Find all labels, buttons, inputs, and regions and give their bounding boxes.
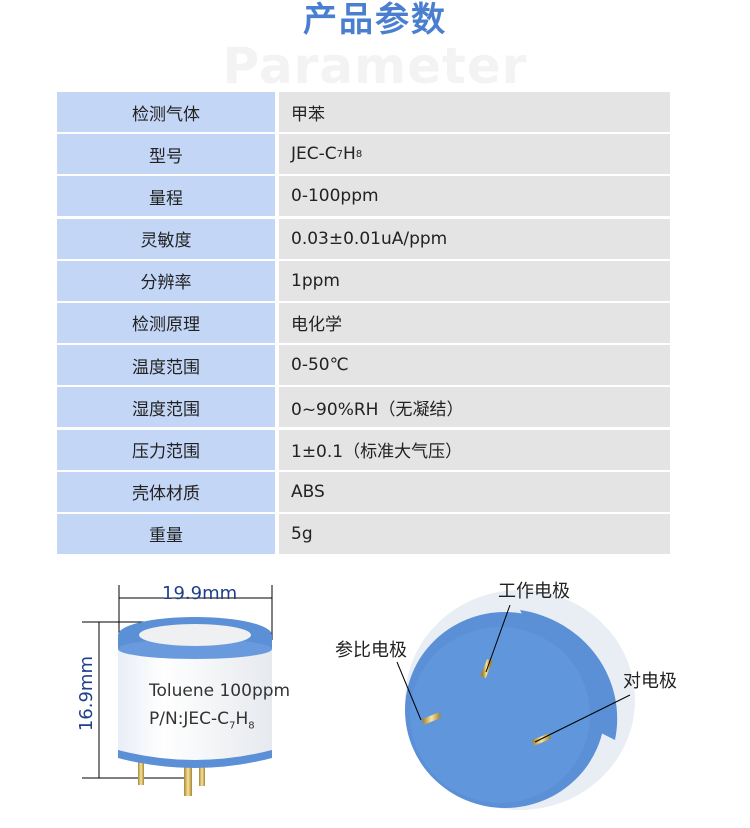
param-label: 压力范围 bbox=[57, 429, 275, 470]
param-table: 检测气体 甲苯 型号 JEC-C 7 H 8 量程 0-100ppm 灵敏度 0.03±0.01uA… bbox=[57, 92, 670, 556]
pn-sub2: 8 bbox=[248, 720, 255, 732]
sensor-diagram bbox=[82, 585, 635, 810]
param-label: 湿度范围 bbox=[57, 387, 275, 428]
param-value-text: 1ppm bbox=[291, 270, 340, 291]
pn-text: P/N:JEC-C bbox=[149, 709, 230, 729]
param-value: 1±0.1（标准大气压） bbox=[279, 429, 670, 470]
param-value: 0.03±0.01uA/ppm bbox=[279, 218, 670, 259]
sensor-label-pn: P/N:JEC-C7H8 bbox=[149, 708, 255, 737]
param-row: 压力范围 1±0.1（标准大气压） bbox=[57, 429, 670, 470]
param-value-text: 0-50℃ bbox=[291, 355, 349, 376]
reference-electrode-label: 参比电极 bbox=[335, 640, 407, 661]
subscript: 8 bbox=[355, 148, 363, 160]
pn-sub1: 7 bbox=[229, 720, 236, 732]
param-value-text: JEC-C bbox=[291, 144, 337, 165]
subscript: 7 bbox=[336, 148, 344, 160]
param-value-text: 0-100ppm bbox=[291, 186, 379, 207]
param-row: 湿度范围 0~90%RH（无凝结） bbox=[57, 387, 670, 428]
param-label: 壳体材质 bbox=[57, 471, 275, 512]
sensor-label-gas: Toluene 100ppm bbox=[149, 681, 291, 701]
sensor-front-view bbox=[82, 585, 273, 796]
param-label: 检测气体 bbox=[57, 92, 275, 132]
pn-mid: H bbox=[235, 709, 249, 729]
param-value: 0~90%RH（无凝结） bbox=[279, 387, 670, 428]
param-row: 壳体材质 ABS bbox=[57, 471, 670, 512]
param-value: JEC-C 7 H 8 bbox=[279, 134, 670, 175]
param-row: 温度范围 0-50℃ bbox=[57, 345, 670, 386]
working-electrode-label: 工作电极 bbox=[498, 581, 570, 602]
param-value: 5g bbox=[279, 513, 670, 554]
param-row: 灵敏度 0.03±0.01uA/ppm bbox=[57, 218, 670, 259]
param-label: 分辨率 bbox=[57, 260, 275, 301]
param-row: 型号 JEC-C 7 H 8 bbox=[57, 134, 670, 175]
param-value-mid: H bbox=[343, 144, 356, 165]
param-value: 0-100ppm bbox=[279, 176, 670, 217]
height-label: 16.9mm bbox=[76, 656, 97, 732]
param-value-text: ABS bbox=[291, 481, 325, 502]
page-title: 产品参数 bbox=[303, 0, 447, 40]
param-value: 0-50℃ bbox=[279, 345, 670, 386]
param-value-text: 0.03±0.01uA/ppm bbox=[291, 228, 448, 249]
param-row: 检测气体 甲苯 bbox=[57, 92, 670, 132]
param-row: 分辨率 1ppm bbox=[57, 260, 670, 301]
param-label: 灵敏度 bbox=[57, 218, 275, 259]
watermark: Parameter bbox=[222, 37, 528, 95]
param-value-text: 电化学 bbox=[291, 315, 342, 336]
param-value: ABS bbox=[279, 471, 670, 512]
param-value-text: 1±0.1（标准大气压） bbox=[291, 442, 463, 462]
param-label: 量程 bbox=[57, 176, 275, 217]
param-row: 量程 0-100ppm bbox=[57, 176, 670, 217]
param-value: 1ppm bbox=[279, 260, 670, 301]
param-label: 温度范围 bbox=[57, 345, 275, 386]
param-value-text: 5g bbox=[291, 523, 313, 544]
param-row: 重量 5g bbox=[57, 513, 670, 554]
param-value: 电化学 bbox=[279, 302, 670, 343]
param-value: 甲苯 bbox=[279, 92, 670, 132]
width-label: 19.9mm bbox=[162, 583, 238, 604]
param-value-text: 甲苯 bbox=[291, 104, 325, 125]
counter-electrode-label: 对电极 bbox=[623, 671, 677, 692]
param-label: 重量 bbox=[57, 513, 275, 554]
param-label: 型号 bbox=[57, 134, 275, 175]
sensor-back-view bbox=[396, 590, 635, 810]
param-value-text: 0~90%RH（无凝结） bbox=[291, 399, 464, 420]
param-row: 检测原理 电化学 bbox=[57, 302, 670, 343]
param-label: 检测原理 bbox=[57, 302, 275, 343]
